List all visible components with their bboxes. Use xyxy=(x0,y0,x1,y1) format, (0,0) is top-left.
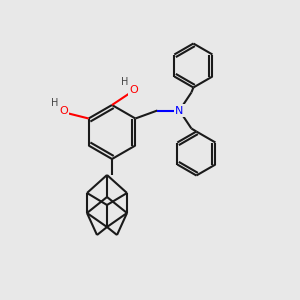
Text: H: H xyxy=(121,77,129,87)
Text: O: O xyxy=(130,85,138,95)
Text: H: H xyxy=(51,98,58,107)
Text: N: N xyxy=(175,106,184,116)
Text: O: O xyxy=(59,106,68,116)
